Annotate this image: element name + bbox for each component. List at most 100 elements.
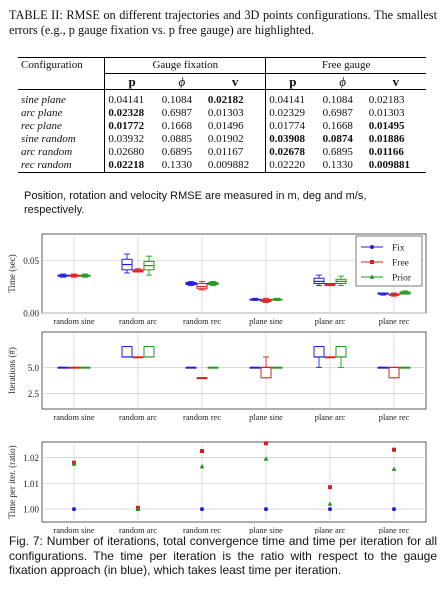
point-prior: [71, 461, 77, 466]
box-fix: [313, 274, 325, 287]
row-config: sine random: [21, 133, 76, 145]
table-row: rec plane 0.01772 0.1668 0.01496 0.01774 0.16…: [18, 120, 426, 133]
x-tick-label: random arc: [119, 413, 157, 422]
box-free: [196, 280, 208, 291]
box-prior: [399, 290, 411, 295]
x-tick-label: random rec: [183, 317, 221, 326]
cell-free-p: 0.02678: [265, 146, 320, 159]
cell-free-v: 0.009881: [365, 159, 426, 173]
cell-free-p: 0.01774: [265, 120, 320, 133]
chart-legend: Fix Free Prior: [355, 235, 423, 287]
col-header-configuration: Configuration: [18, 57, 105, 74]
point-prior: [263, 456, 269, 461]
legend-label-fix: Fix: [392, 244, 405, 254]
plot-frame: [41, 331, 427, 410]
box-prior: [79, 273, 91, 278]
cell-free-phi: 0.6895: [322, 146, 353, 158]
x-tick-label: random sine: [53, 526, 94, 534]
cell-fix-v: 0.01902: [207, 133, 244, 145]
y-tick-label: 1.00: [23, 505, 39, 515]
box-fix: [57, 366, 69, 369]
x-tick-label: random rec: [183, 526, 221, 534]
point-free: [328, 485, 332, 490]
box-fix: [377, 292, 389, 296]
y-axis-label: Iterations (#): [7, 347, 17, 394]
x-tick-label: plane sine: [249, 317, 283, 326]
point-fix: [392, 507, 396, 512]
row-config: rec random: [18, 159, 105, 173]
cell-free-p: 0.02329: [265, 107, 320, 120]
cell-fix-phi: 0.1084: [161, 94, 192, 106]
x-tick-label: plane rec: [379, 526, 410, 534]
cell-fix-v: 0.009882: [204, 159, 266, 173]
box-fix: [185, 280, 197, 287]
cell-free-p: 0.04141: [265, 94, 320, 107]
x-tick-label: random rec: [183, 413, 221, 422]
point-free: [264, 441, 268, 446]
cell-free-v: 0.01303: [368, 107, 405, 119]
box-prior: [143, 346, 155, 358]
point-prior: [199, 463, 205, 469]
y-tick-label: 1.01: [23, 479, 39, 489]
point-prior: [391, 466, 397, 471]
cell-free-p: 0.03908: [265, 133, 320, 146]
box-iqr: [313, 346, 325, 358]
box-fix: [121, 346, 133, 358]
box-free: [132, 268, 144, 273]
cell-fix-phi: 0.1668: [161, 120, 192, 132]
box-prior: [143, 255, 155, 276]
box-fix: [377, 366, 389, 369]
box-free: [324, 283, 336, 287]
x-tick-label: random sine: [53, 413, 94, 422]
box-free: [68, 366, 80, 369]
box-free: [132, 356, 144, 359]
row-config: sine plane: [21, 94, 66, 106]
box-prior: [207, 280, 219, 287]
col-fix-p: p: [104, 73, 159, 90]
x-tick-label: plane arc: [315, 317, 346, 326]
box-fix: [313, 346, 325, 368]
cell-fix-p: 0.01772: [104, 120, 159, 133]
point-fix: [264, 507, 268, 512]
x-tick-label: plane rec: [379, 413, 410, 422]
legend-label-prior: Prior: [392, 274, 412, 284]
box-iqr: [121, 346, 133, 358]
point-prior: [135, 506, 141, 511]
figure-caption: Fig. 7: Number of iterations, total conv…: [9, 534, 437, 578]
cell-fix-phi: 0.0885: [161, 133, 192, 145]
cell-fix-v: 0.01303: [207, 107, 244, 119]
box-iqr: [335, 346, 347, 358]
table-note: Position, rotation and velocity RMSE are…: [24, 190, 367, 216]
cell-free-v: 0.01166: [368, 146, 404, 158]
cell-free-p: 0.02220: [265, 159, 320, 173]
point-prior: [327, 501, 333, 506]
legend-marker-prior: [369, 274, 375, 279]
box-iqr: [388, 366, 400, 379]
plot-frame: [41, 441, 427, 523]
box-fix: [249, 297, 261, 301]
point-fix: [200, 507, 204, 512]
x-tick-label: plane arc: [315, 526, 346, 534]
y-tick-label: 0.05: [23, 256, 39, 266]
cell-free-v: 0.02183: [368, 94, 405, 106]
box-prior: [335, 346, 347, 368]
legend-marker-free: [370, 260, 374, 264]
figure-7: 0.00 0.05 random sine random arc random rec p…: [7, 233, 427, 534]
cell-fix-v: 0.01167: [207, 146, 244, 158]
cell-fix-p: 0.02218: [104, 159, 159, 173]
box-fix: [249, 366, 261, 369]
y-axis-label: Time (sec): [7, 254, 17, 292]
cell-free-v: 0.01886: [368, 133, 405, 145]
box-prior: [271, 366, 283, 369]
rmse-table: Configuration Gauge fixation Free gauge …: [18, 57, 426, 173]
cell-fix-phi: 0.1330: [158, 159, 205, 173]
x-tick-label: plane arc: [315, 413, 346, 422]
cell-fix-p: 0.02328: [104, 107, 159, 120]
chart-panel-3: 1.00 1.01 1.02 random sine random arc random …: [7, 441, 427, 534]
box-free: [196, 377, 208, 380]
row-config: arc plane: [21, 107, 63, 119]
cell-free-phi: 0.0874: [322, 133, 353, 145]
cell-free-phi: 0.1084: [322, 94, 353, 106]
point-free: [392, 447, 396, 452]
cell-fix-p: 0.03932: [104, 133, 159, 146]
